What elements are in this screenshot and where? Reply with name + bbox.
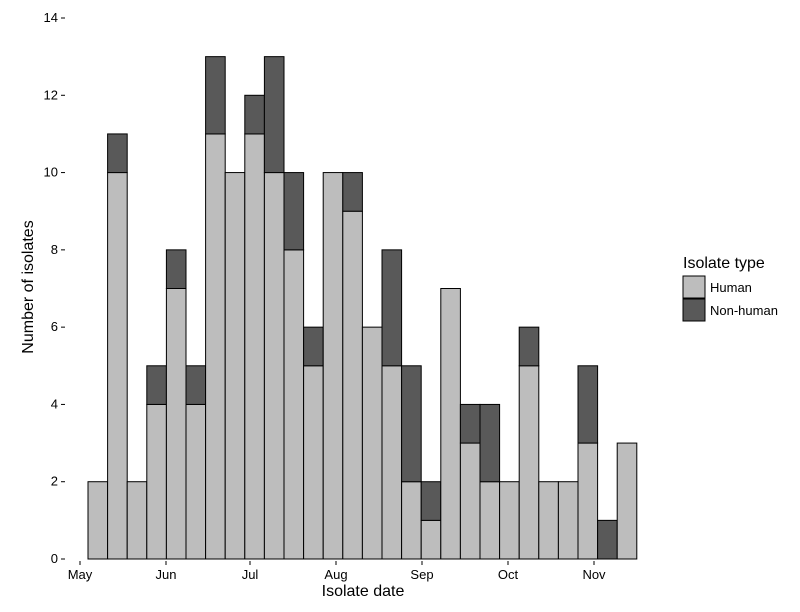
legend-title: Isolate type: [683, 255, 765, 272]
bar-human: [146, 403, 167, 560]
y-tick-label: 6: [51, 319, 58, 334]
bar-human: [381, 365, 403, 560]
bar-human: [263, 172, 285, 560]
y-tick-label: 8: [51, 242, 58, 257]
x-axis: May Jun Jul Aug Sep Oct Nov: [68, 561, 606, 582]
bar-non-human: [459, 403, 481, 444]
bar-human: [107, 172, 128, 560]
y-tick-label: 10: [44, 165, 58, 180]
bar-non-human: [244, 94, 265, 135]
bar-non-human: [165, 249, 187, 290]
bar-non-human: [420, 481, 442, 521]
bar-non-human: [146, 365, 167, 405]
y-tick-label: 14: [44, 10, 58, 25]
bar-non-human: [342, 172, 363, 212]
x-tick-label: Oct: [498, 567, 519, 582]
legend-label-human: Human: [710, 280, 752, 295]
bar-human: [283, 249, 305, 560]
x-tick-label: Sep: [410, 567, 433, 582]
bar-human: [401, 481, 422, 560]
x-tick-label: Nov: [582, 567, 606, 582]
y-axis: 0 2 4 6 8 10 12 14: [44, 10, 65, 566]
bar-human: [322, 172, 344, 560]
bar-non-human: [597, 519, 618, 560]
y-axis-title: Number of isolates: [20, 220, 37, 353]
bar-human: [185, 403, 207, 560]
bar-non-human: [185, 365, 207, 405]
x-tick-label: May: [68, 567, 93, 582]
legend-swatch-non-human: [682, 298, 706, 322]
bar-human: [303, 365, 324, 560]
y-tick-label: 2: [51, 474, 58, 489]
bar-human: [87, 481, 109, 560]
bar-human: [205, 133, 226, 560]
bar-human: [420, 519, 442, 560]
bar-non-human: [577, 365, 599, 444]
bar-human: [361, 326, 383, 560]
bar-human: [499, 481, 520, 560]
bar-human: [459, 442, 481, 560]
x-tick-label: Aug: [324, 567, 347, 582]
y-tick-label: 4: [51, 396, 58, 411]
legend-label-non-human: Non-human: [710, 303, 778, 318]
bar-human: [244, 133, 265, 560]
bar-human: [126, 481, 148, 560]
bar-human: [440, 288, 461, 560]
y-tick-label: 0: [51, 551, 58, 566]
bar-non-human: [205, 56, 226, 135]
bars: [87, 56, 638, 560]
bar-non-human: [401, 365, 422, 483]
x-tick-label: Jul: [242, 567, 259, 582]
bar-non-human: [479, 403, 501, 483]
y-tick-label: 12: [44, 87, 58, 102]
legend-swatch-human: [682, 275, 706, 299]
bar-non-human: [107, 133, 128, 174]
bar-human: [538, 481, 559, 560]
bar-human: [616, 442, 638, 560]
x-tick-label: Jun: [156, 567, 177, 582]
bar-non-human: [263, 56, 285, 174]
bar-human: [342, 210, 363, 560]
bar-human: [224, 172, 246, 560]
bar-non-human: [381, 249, 403, 367]
bar-non-human: [303, 326, 324, 367]
bar-non-human: [518, 326, 540, 367]
bar-human: [518, 365, 540, 560]
x-axis-title: Isolate date: [322, 583, 405, 600]
bar-human: [165, 288, 187, 560]
bar-human: [577, 442, 599, 560]
bar-non-human: [283, 172, 305, 251]
bar-human: [557, 481, 579, 560]
legend: Isolate type Human Non-human: [682, 255, 778, 322]
bar-human: [479, 481, 501, 560]
